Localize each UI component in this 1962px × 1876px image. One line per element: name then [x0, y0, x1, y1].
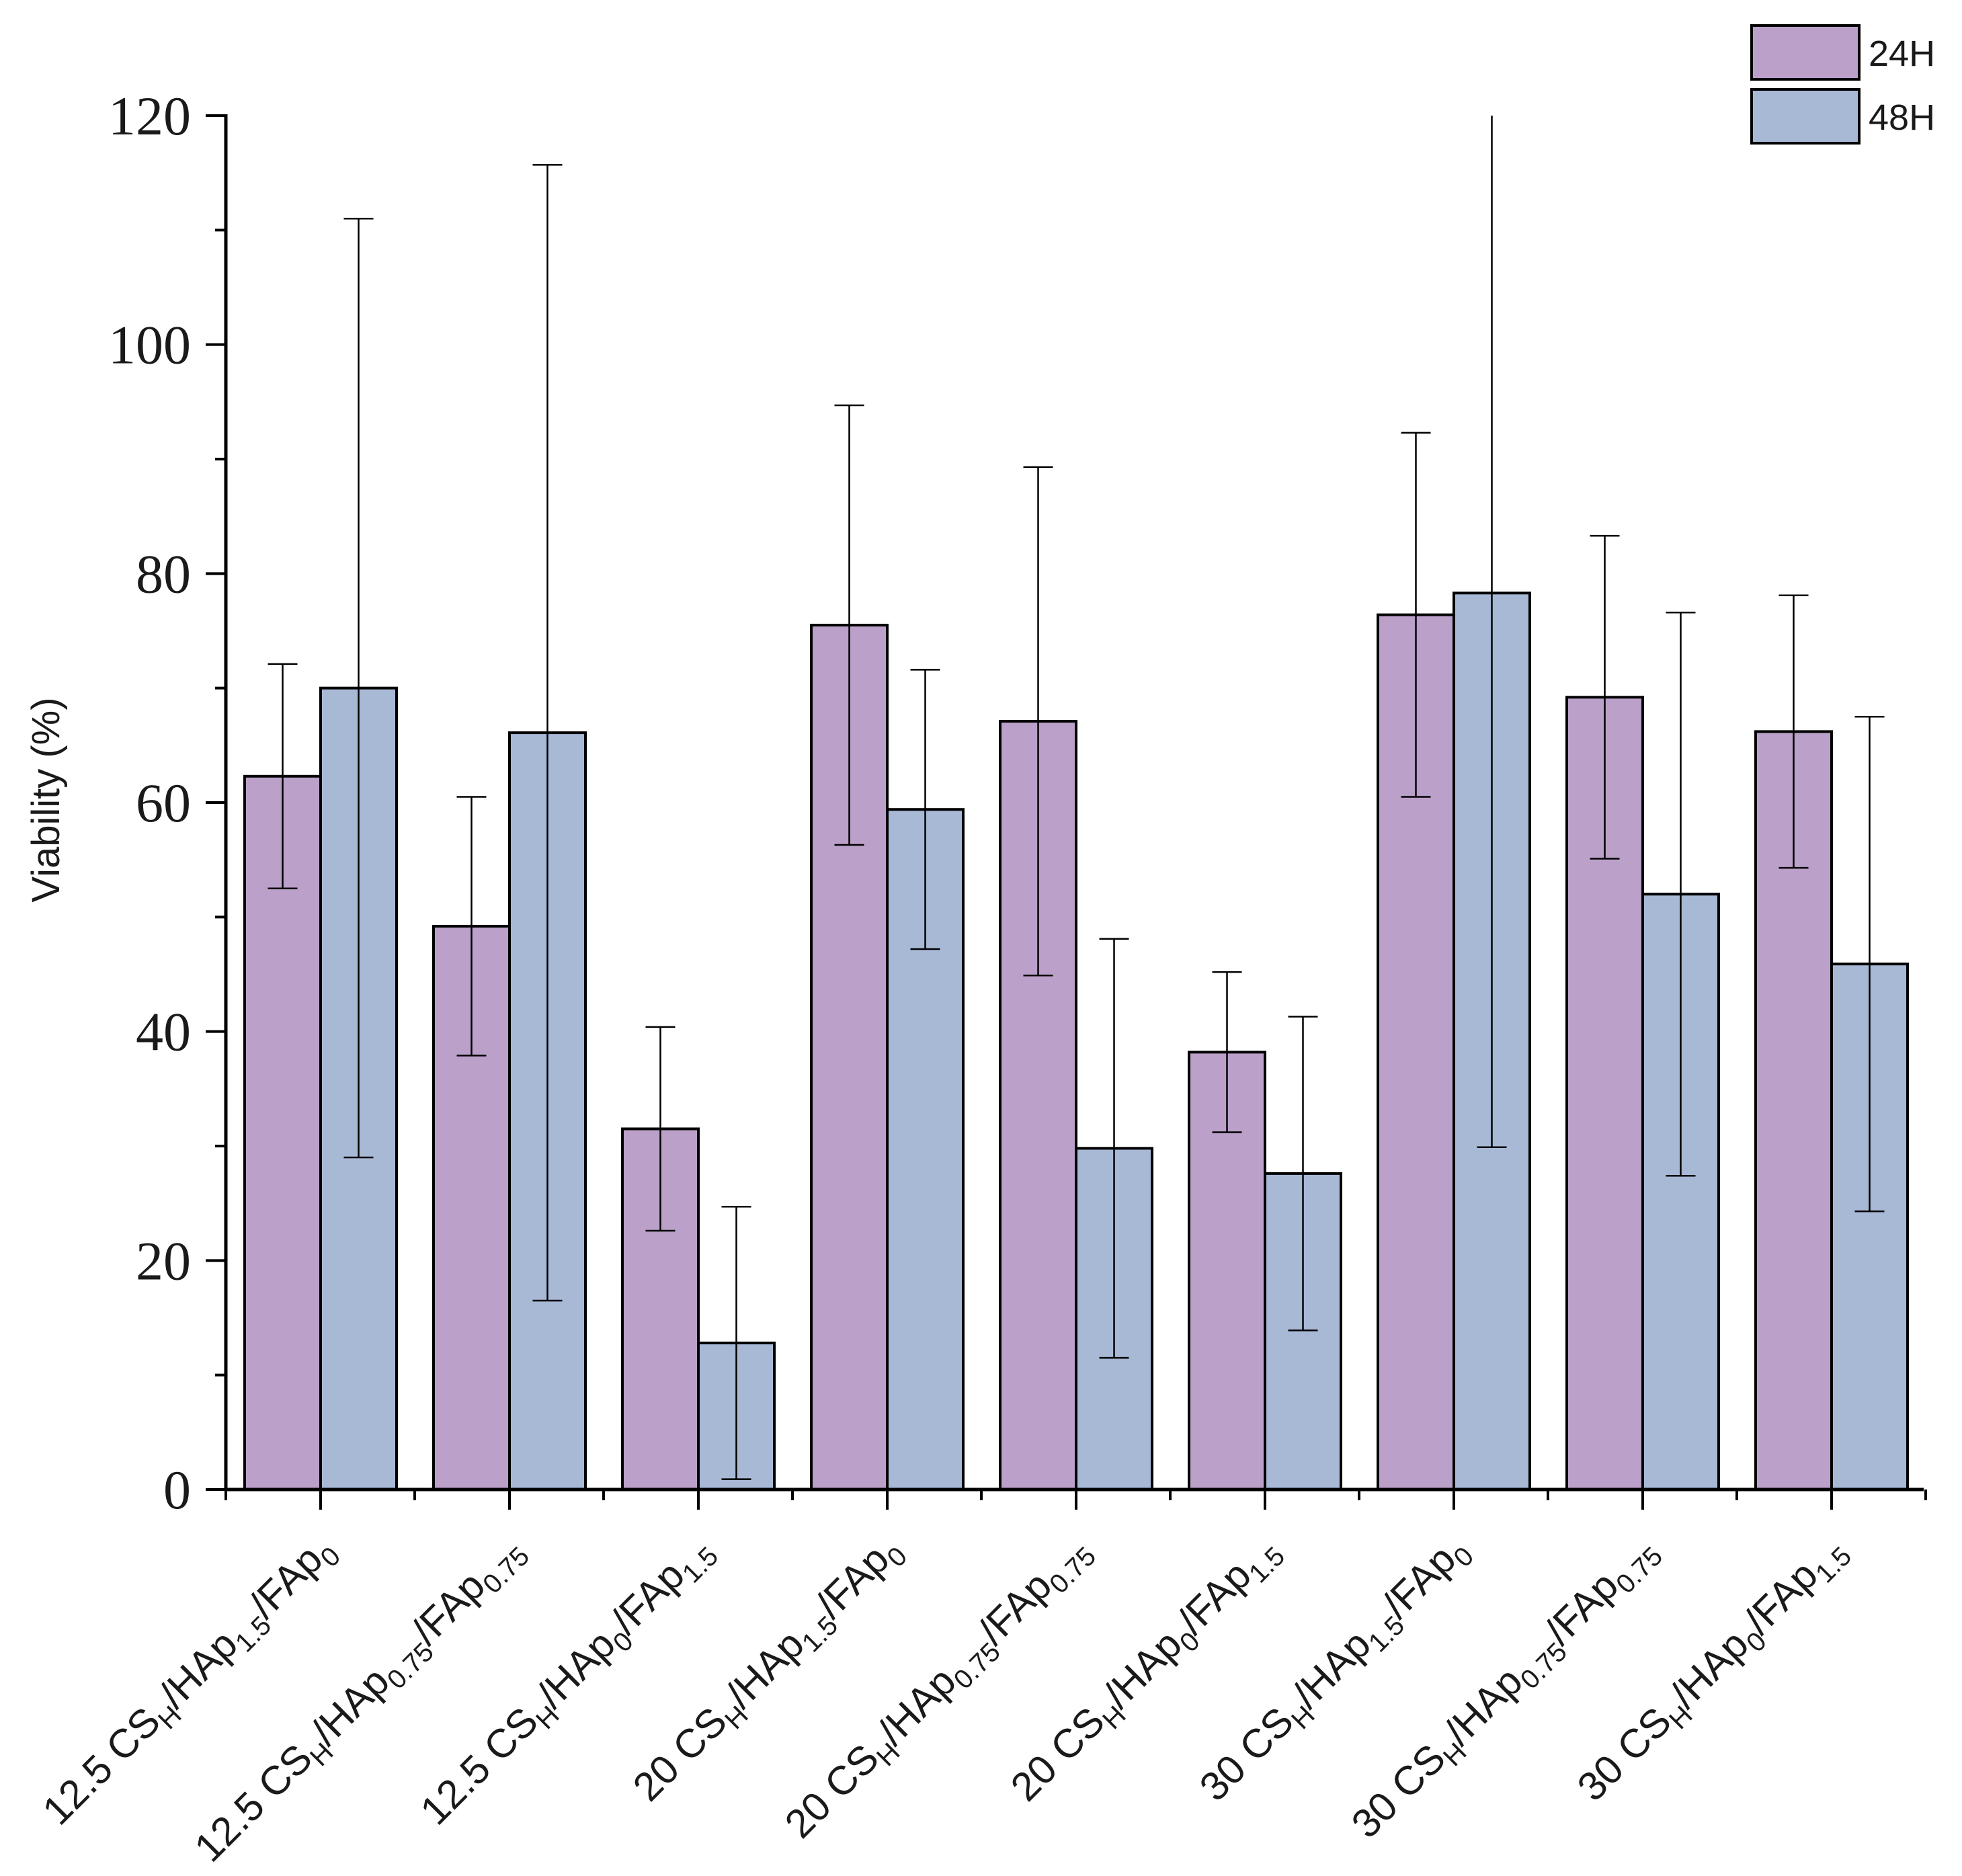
- error-bar-48h-9: [1854, 716, 1885, 1213]
- y-axis-title: Viability (%): [24, 697, 68, 902]
- y-tick-label: 40: [136, 1002, 191, 1063]
- legend-swatch-24h: [1750, 24, 1861, 81]
- x-category-label: 30 CSH/HAp0.75/FAp0.75: [1343, 1526, 1668, 1851]
- error-bars-layer: [268, 116, 1885, 1480]
- bars-layer: [243, 592, 1909, 1492]
- legend: 24H 48H: [1750, 24, 1935, 145]
- x-category-label: 20 CSH/HAp0.75/FAp0.75: [776, 1526, 1102, 1851]
- y-ticks: 0 20 40 60 80 100 120: [108, 85, 226, 1520]
- error-bar-48h-3: [721, 1206, 751, 1480]
- y-tick-label: 120: [108, 85, 191, 147]
- legend-label-24h: 24H: [1869, 34, 1935, 74]
- y-tick-label: 20: [136, 1230, 191, 1291]
- x-category-label: 12.5 CSH/HAp0.75/FAp0.75: [186, 1526, 535, 1875]
- y-tick-label: 60: [136, 772, 191, 833]
- error-bar-24h-5: [1023, 466, 1053, 977]
- error-bar-24h-8: [1590, 534, 1620, 860]
- error-bar-24h-1: [268, 663, 298, 889]
- error-bar-24h-6: [1212, 971, 1242, 1133]
- error-bar-24h-7: [1401, 432, 1431, 798]
- y-tick-label: 80: [136, 543, 191, 604]
- legend-swatch-48h: [1750, 88, 1861, 145]
- error-bar-48h-8: [1666, 611, 1696, 1177]
- error-bar-48h-2: [532, 163, 563, 1302]
- error-bar-24h-9: [1779, 594, 1809, 869]
- y-tick-label: 100: [108, 315, 191, 376]
- error-bar-24h-3: [645, 1026, 676, 1232]
- error-bar-24h-2: [456, 796, 487, 1057]
- y-tick-label: 0: [163, 1459, 191, 1520]
- error-bar-48h-1: [343, 218, 374, 1159]
- bar-48h-8: [1641, 893, 1720, 1492]
- x-category-label: 30 CSH/HAp0/FAp1.5: [1569, 1526, 1857, 1814]
- x-category-label: 12.5 CSH/HAp1.5/FAp0: [34, 1526, 346, 1838]
- error-bar-48h-5: [1099, 938, 1129, 1359]
- error-bar-24h-4: [834, 404, 864, 846]
- error-bar-48h-4: [910, 669, 940, 950]
- bar-24h-1: [243, 774, 322, 1491]
- error-bar-48h-6: [1288, 1016, 1318, 1332]
- legend-label-48h: 48H: [1869, 97, 1935, 138]
- error-bar-48h-7: [1477, 116, 1507, 1148]
